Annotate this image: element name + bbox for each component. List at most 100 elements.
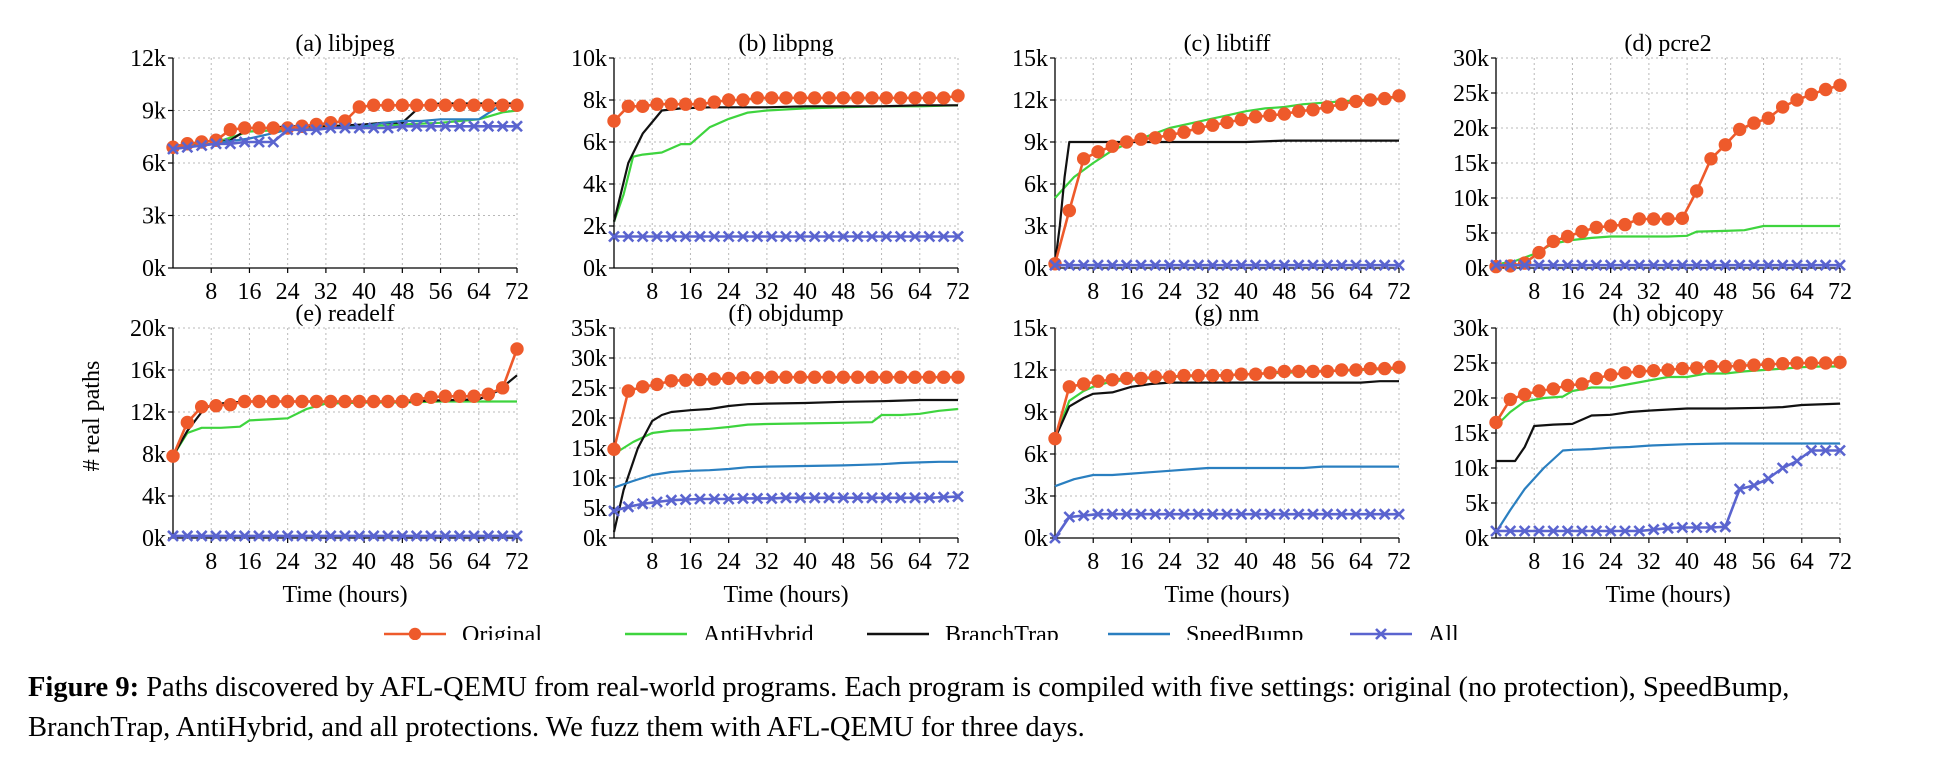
data-point — [1277, 107, 1292, 121]
data-point — [195, 139, 208, 152]
y-tick-label: 25k — [1453, 81, 1489, 107]
y-tick-label: 9k — [1024, 130, 1048, 156]
data-point — [1135, 508, 1147, 521]
data-point — [936, 91, 951, 105]
data-point — [1560, 378, 1575, 393]
series-line — [612, 104, 958, 223]
data-point — [1718, 138, 1733, 152]
data-point — [822, 370, 836, 384]
data-point — [1590, 259, 1603, 272]
series-original — [166, 342, 524, 463]
y-tick-label: 5k — [1465, 221, 1489, 247]
y-tick-label: 16k — [130, 358, 166, 384]
data-point — [1561, 525, 1574, 537]
data-point — [323, 394, 338, 409]
x-tick-label: 32 — [314, 549, 338, 575]
data-point — [1377, 361, 1392, 376]
data-point — [866, 230, 878, 243]
x-tick-label: 24 — [276, 549, 300, 575]
data-point — [1619, 525, 1631, 537]
data-point — [1334, 363, 1349, 377]
x-tick-label: 64 — [1790, 279, 1814, 305]
data-point — [296, 123, 308, 136]
data-point — [1378, 508, 1391, 521]
data-point — [296, 529, 308, 542]
data-point — [793, 370, 808, 384]
data-point — [1363, 361, 1378, 376]
x-tick-label: 40 — [1234, 549, 1258, 575]
data-point — [1618, 217, 1632, 232]
data-point — [395, 98, 410, 112]
data-point — [765, 492, 778, 505]
x-tick-label: 24 — [717, 279, 741, 305]
y-tick-label: 9k — [1024, 400, 1048, 426]
y-tick-label: 30k — [1453, 316, 1489, 342]
data-point — [1091, 374, 1105, 388]
data-point — [893, 370, 908, 384]
data-point — [909, 230, 921, 243]
data-point — [1235, 508, 1248, 521]
x-tick-label: 72 — [946, 549, 970, 575]
data-point — [1676, 521, 1689, 534]
data-point — [1647, 259, 1660, 272]
data-point — [1292, 508, 1305, 521]
series-all — [1490, 444, 1846, 537]
series-all — [167, 120, 523, 155]
data-point — [608, 505, 620, 517]
series-line — [172, 400, 517, 457]
data-point — [1589, 220, 1604, 235]
data-point — [1790, 93, 1804, 107]
data-point — [452, 98, 467, 112]
data-point — [1264, 508, 1276, 521]
data-point — [1804, 87, 1819, 102]
data-point — [1277, 364, 1292, 379]
data-point — [295, 394, 309, 409]
data-point — [823, 491, 835, 504]
data-point — [266, 121, 281, 135]
x-tick-label: 40 — [1234, 279, 1258, 305]
data-point — [1334, 97, 1349, 111]
data-point — [622, 500, 635, 513]
data-point — [1162, 370, 1177, 384]
data-point — [1819, 444, 1832, 457]
x-tick-label: 56 — [1311, 549, 1335, 575]
data-point — [1532, 245, 1546, 260]
x-tick-label: 24 — [1158, 279, 1182, 305]
data-point — [438, 98, 453, 112]
data-point — [808, 491, 821, 504]
x-tick-label: 56 — [870, 549, 894, 575]
series-line — [1054, 465, 1399, 488]
x-tick-label: 48 — [1713, 279, 1737, 305]
data-point — [1646, 364, 1661, 378]
data-point — [908, 370, 922, 384]
data-point — [922, 370, 937, 384]
data-point — [267, 529, 280, 542]
data-point — [511, 120, 523, 133]
data-point — [1560, 229, 1575, 244]
series-all — [1049, 508, 1405, 544]
series-branchtrap — [1496, 402, 1841, 463]
data-point — [181, 141, 194, 154]
legend-item-all: All — [1350, 622, 1459, 640]
data-point — [224, 137, 237, 150]
x-tick-label: 72 — [505, 549, 529, 575]
data-point — [438, 389, 453, 403]
data-point — [237, 121, 252, 135]
data-point — [1178, 259, 1190, 272]
data-point — [453, 529, 466, 542]
data-point — [651, 496, 663, 508]
x-tick-label: 8 — [646, 549, 658, 575]
data-point — [382, 122, 394, 134]
data-point — [1689, 361, 1704, 375]
data-point — [1818, 356, 1833, 370]
data-point — [238, 136, 251, 148]
data-point — [1206, 508, 1219, 521]
data-point — [794, 230, 807, 243]
data-point — [1120, 508, 1133, 521]
data-point — [1790, 356, 1804, 370]
data-point — [721, 93, 736, 107]
x-tick-label: 8 — [1528, 279, 1540, 305]
data-point — [253, 136, 265, 148]
data-point — [1775, 100, 1790, 114]
data-point — [1547, 525, 1560, 537]
